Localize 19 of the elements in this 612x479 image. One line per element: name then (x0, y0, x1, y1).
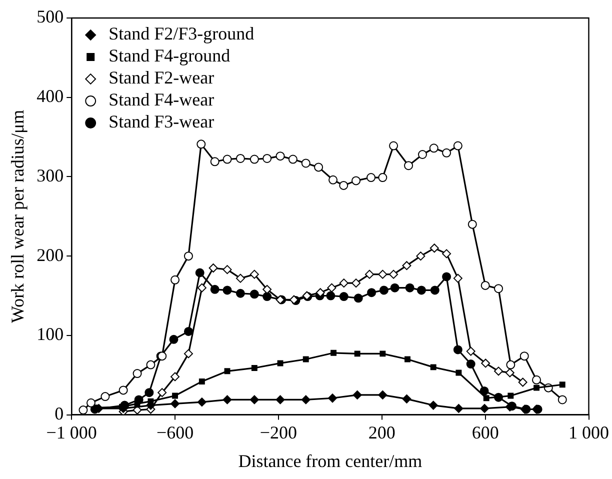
y-tick-label: 300 (36, 165, 64, 186)
y-axis-title: Work roll wear per radius/μm (8, 110, 28, 323)
x-tick-label: −200 (260, 422, 298, 442)
x-tick-label: −1 000 (46, 422, 97, 442)
y-tick-label: 100 (36, 324, 64, 344)
legend-label: Stand F3-wear (108, 112, 214, 132)
y-tick-label: 400 (36, 86, 64, 106)
x-tick-label: 200 (368, 422, 396, 442)
x-tick-label: 1 000 (568, 422, 609, 442)
y-tick-label: 500 (36, 6, 64, 27)
legend-label: Stand F4-ground (108, 46, 230, 66)
x-tick-label: −600 (156, 422, 194, 442)
x-tick-label: 600 (472, 422, 499, 442)
legend-label: Stand F2-wear (108, 68, 214, 88)
legend-label: Stand F2/F3-ground (108, 24, 254, 44)
x-axis-title: Distance from center/mm (238, 450, 422, 471)
y-tick-label: 0 (54, 404, 64, 424)
legend-label: Stand F4-wear (108, 90, 214, 110)
y-tick-label: 200 (36, 244, 64, 265)
